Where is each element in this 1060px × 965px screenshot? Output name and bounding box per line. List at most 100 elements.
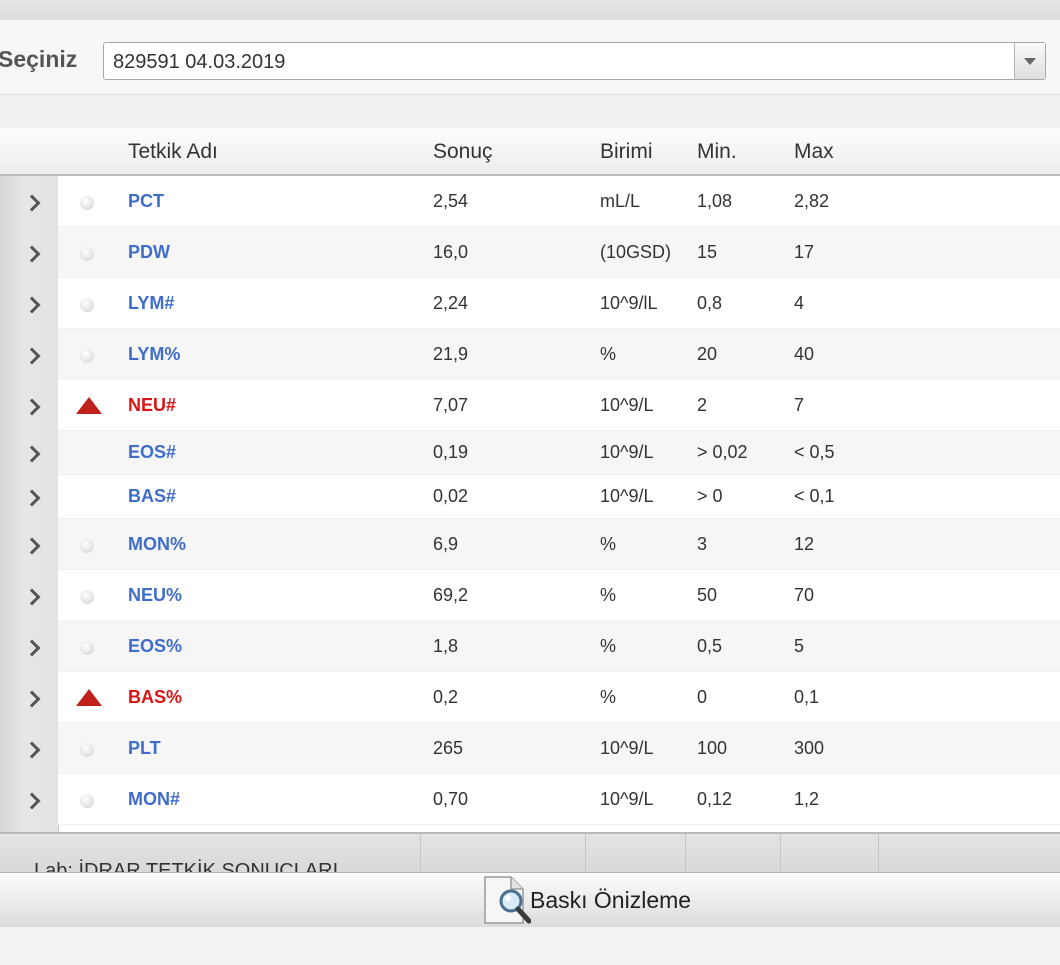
- unit-cell: mL/L: [600, 191, 641, 211]
- status-dot-icon: [80, 743, 94, 757]
- unit-cell: %: [600, 344, 617, 364]
- row-background: [58, 672, 1060, 723]
- min-cell: 20: [697, 344, 718, 364]
- chevron-right-icon[interactable]: [23, 445, 41, 463]
- high-arrow-icon: [76, 397, 102, 414]
- footer-divider: [878, 834, 879, 874]
- test-name-link[interactable]: MON#: [128, 789, 181, 809]
- row-background: [58, 176, 1060, 227]
- chevron-right-icon[interactable]: [23, 296, 41, 314]
- unit-cell: 10^9/L: [600, 738, 654, 758]
- result-cell: 0,70: [433, 789, 469, 809]
- unit-cell: 10^9/L: [600, 395, 654, 415]
- high-arrow-icon: [76, 689, 102, 706]
- expander-column: [0, 176, 59, 832]
- footer-divider: [685, 834, 686, 874]
- min-cell: 2: [697, 395, 708, 415]
- unit-cell: 10^9/L: [600, 486, 654, 506]
- bottom-area: [0, 927, 1060, 965]
- column-header-name[interactable]: Tetkik Adı: [128, 140, 218, 163]
- table-row[interactable]: NEU# 7,07 10^9/L 2 7: [0, 380, 1060, 431]
- test-name-link[interactable]: EOS#: [128, 442, 177, 462]
- test-name-link[interactable]: MON%: [128, 534, 186, 554]
- table-row[interactable]: BAS% 0,2% 0 0,1: [0, 672, 1060, 723]
- test-name-link[interactable]: LYM%: [128, 344, 181, 364]
- column-header-unit[interactable]: Birimi: [600, 140, 653, 163]
- test-name-link[interactable]: NEU%: [128, 585, 183, 605]
- table-row[interactable]: PCT 2,54 mL/L 1,08 2,82: [0, 176, 1060, 227]
- table-row[interactable]: EOS# 0,19 10^9/L > 0,02 < 0,5: [0, 431, 1060, 475]
- status-dot-icon: [80, 539, 94, 553]
- chevron-right-icon[interactable]: [23, 347, 41, 365]
- result-cell: 0,19: [433, 442, 469, 462]
- chevron-right-icon[interactable]: [23, 537, 41, 555]
- print-preview-button[interactable]: Baskı Önizleme: [483, 873, 723, 927]
- max-cell: < 0,5: [794, 442, 835, 462]
- table-row[interactable]: MON% 6,9% 3 12: [0, 519, 1060, 570]
- column-header-max[interactable]: Max: [794, 140, 834, 163]
- chevron-right-icon[interactable]: [23, 588, 41, 606]
- min-cell: 1,08: [697, 191, 733, 211]
- max-cell: 4: [794, 293, 805, 313]
- result-date-dropdown[interactable]: 829591 04.03.2019: [103, 42, 1046, 80]
- grid-header: Tetkik Adı Sonuç Birimi Min. Max: [0, 128, 1060, 176]
- test-name-link[interactable]: LYM#: [128, 293, 175, 313]
- min-cell: 0,5: [697, 636, 723, 656]
- test-name-link[interactable]: EOS%: [128, 636, 183, 656]
- min-cell: > 0: [697, 486, 723, 506]
- column-header-result[interactable]: Sonuç: [433, 140, 493, 163]
- min-cell: 0: [697, 687, 708, 707]
- max-cell: 300: [794, 738, 825, 758]
- test-name-link[interactable]: PLT: [128, 738, 161, 758]
- chevron-right-icon[interactable]: [23, 690, 41, 708]
- test-name-link[interactable]: BAS#: [128, 486, 177, 506]
- max-cell: 0,1: [794, 687, 820, 707]
- footer-divider: [780, 834, 781, 874]
- min-cell: > 0,02: [697, 442, 748, 462]
- min-cell: 15: [697, 242, 718, 262]
- table-row[interactable]: BAS# 0,02 10^9/L > 0 < 0,1: [0, 475, 1060, 519]
- table-row[interactable]: NEU% 69,2% 50 70: [0, 570, 1060, 621]
- unit-cell: %: [600, 585, 617, 605]
- chevron-down-icon[interactable]: [1014, 43, 1045, 79]
- table-row[interactable]: EOS% 1,8% 0,5 5: [0, 621, 1060, 672]
- chevron-right-icon[interactable]: [23, 639, 41, 657]
- result-cell: 0,2: [433, 687, 459, 707]
- footer-divider: [420, 834, 421, 874]
- chevron-right-icon[interactable]: [23, 194, 41, 212]
- table-row[interactable]: PLT 265 10^9/L 100 300: [0, 723, 1060, 774]
- table-row[interactable]: MON# 0,70 10^9/L 0,12 1,2: [0, 774, 1060, 825]
- lab-group-title[interactable]: Lab: İDRAR TETKİK SONUÇLARI: [34, 860, 339, 874]
- table-row[interactable]: LYM# 2,24 10^9/lL 0,8 4: [0, 278, 1060, 329]
- result-cell: 16,0: [433, 242, 469, 262]
- chevron-right-icon[interactable]: [23, 489, 41, 507]
- print-preview-label: Baskı Önizleme: [530, 887, 692, 913]
- max-cell: 1,2: [794, 789, 820, 809]
- test-name-link[interactable]: PCT: [128, 191, 164, 211]
- footer-divider: [585, 834, 586, 874]
- min-cell: 3: [697, 534, 708, 554]
- row-background: [58, 570, 1060, 621]
- column-header-min[interactable]: Min.: [697, 140, 737, 163]
- test-name-link[interactable]: BAS%: [128, 687, 183, 707]
- status-dot-icon: [80, 196, 94, 210]
- selector-label: Seçiniz: [0, 46, 78, 72]
- status-dot-icon: [80, 298, 94, 312]
- chevron-right-icon[interactable]: [23, 245, 41, 263]
- chevron-right-icon[interactable]: [23, 792, 41, 810]
- magnifier-page-icon: [484, 876, 531, 924]
- test-name-link[interactable]: NEU#: [128, 395, 177, 415]
- table-row[interactable]: LYM% 21,9% 20 40: [0, 329, 1060, 380]
- max-cell: 40: [794, 344, 815, 364]
- unit-cell: 10^9/L: [600, 442, 654, 462]
- chevron-right-icon[interactable]: [23, 741, 41, 759]
- test-name-link[interactable]: PDW: [128, 242, 170, 262]
- print-toolbar: Baskı Önizleme: [0, 872, 1060, 928]
- row-background: [58, 723, 1060, 774]
- unit-cell: %: [600, 534, 617, 554]
- table-row[interactable]: PDW 16,0 (10GSD) 15 17: [0, 227, 1060, 278]
- chevron-right-icon[interactable]: [23, 398, 41, 416]
- max-cell: < 0,1: [794, 486, 835, 506]
- unit-cell: %: [600, 687, 617, 707]
- row-background: [58, 431, 1060, 475]
